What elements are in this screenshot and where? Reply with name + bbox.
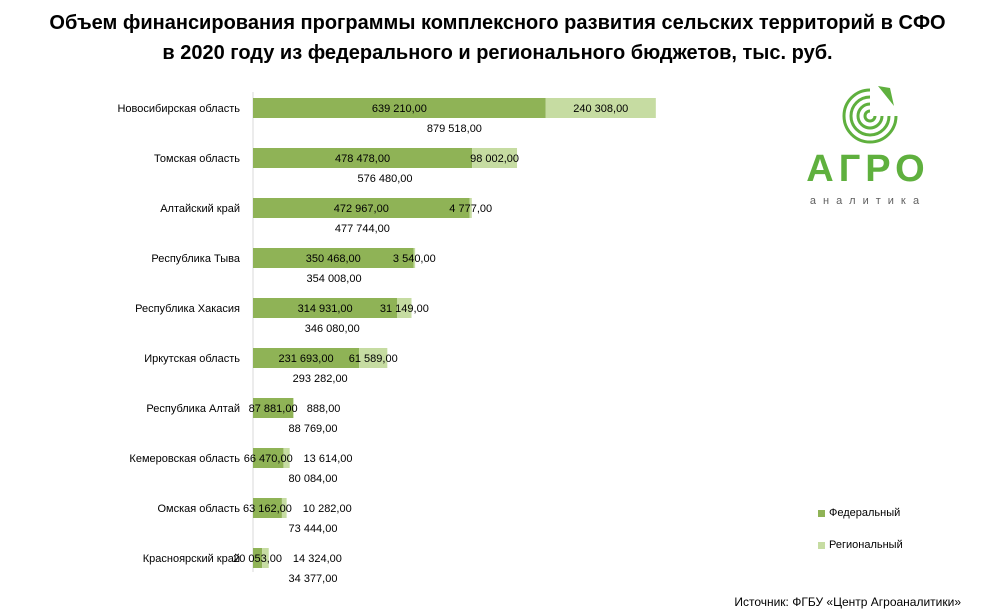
bar-segment-federal [253, 298, 398, 318]
data-label-total: 477 744,00 [335, 223, 390, 235]
data-label-federal: 231 693,00 [279, 353, 334, 365]
data-label-regional: 31 149,00 [380, 303, 429, 315]
data-label-regional: 888,00 [307, 403, 341, 415]
bar-segment-federal [253, 198, 470, 218]
data-label-federal: 63 162,00 [243, 503, 292, 515]
bar-segment-federal [253, 148, 473, 168]
category-label: Кемеровская область [129, 453, 240, 465]
bar-segment-regional [397, 298, 412, 318]
legend-swatch-regional [818, 541, 825, 549]
category-label: Алтайский край [160, 203, 240, 215]
data-label-regional: 10 282,00 [303, 503, 352, 515]
bar-segment-regional [545, 98, 656, 118]
bar-segment-regional [262, 548, 269, 568]
data-label-total: 346 080,00 [305, 323, 360, 335]
logo-name: АГРО [806, 148, 930, 190]
data-label-regional: 4 777,00 [449, 203, 492, 215]
bar-segment-regional [413, 248, 416, 268]
data-label-total: 88 769,00 [289, 423, 338, 435]
agro-analytics-logo: АГРО аналитика [798, 82, 938, 212]
data-label-federal: 20 053,00 [233, 553, 282, 565]
bar-segment-federal [253, 98, 546, 118]
bar-segment-regional [281, 498, 287, 518]
bar-segment-federal [253, 398, 294, 418]
data-label-federal: 472 967,00 [334, 203, 389, 215]
legend: Федеральный Региональный [818, 502, 903, 566]
data-label-total: 879 518,00 [427, 123, 482, 135]
chart-title-line-2: в 2020 году из федерального и региональн… [162, 42, 833, 64]
logo-circle-icon [842, 84, 902, 144]
data-label-regional: 240 308,00 [573, 103, 628, 115]
data-label-total: 354 008,00 [307, 273, 362, 285]
data-label-total: 34 377,00 [289, 573, 338, 585]
data-label-regional: 98 002,00 [470, 153, 519, 165]
bar-segment-regional [359, 348, 388, 368]
data-label-total: 80 084,00 [289, 473, 338, 485]
legend-item-federal: Федеральный [818, 502, 903, 524]
data-label-federal: 87 881,00 [249, 403, 298, 415]
legend-label-federal: Федеральный [829, 507, 901, 519]
data-label-federal: 66 470,00 [244, 453, 293, 465]
category-label: Новосибирская область [117, 103, 240, 115]
bar-segment-regional [469, 198, 472, 218]
bar-segment-federal [253, 348, 360, 368]
data-label-regional: 13 614,00 [304, 453, 353, 465]
source-note: Источник: ФГБУ «Центр Агроаналитики» [734, 595, 961, 609]
data-label-federal: 350 468,00 [306, 253, 361, 265]
data-label-federal: 314 931,00 [298, 303, 353, 315]
legend-item-regional: Региональный [818, 534, 903, 556]
bar-segment-federal [253, 498, 282, 518]
data-label-federal: 478 478,00 [335, 153, 390, 165]
category-label: Республика Тыва [151, 253, 241, 265]
bar-segment-regional [293, 398, 294, 418]
bar-segment-federal [253, 548, 263, 568]
bar-segment-federal [253, 448, 284, 468]
data-label-regional: 14 324,00 [293, 553, 342, 565]
category-label: Омская область [157, 503, 240, 515]
data-label-total: 73 444,00 [289, 523, 338, 535]
data-label-regional: 61 589,00 [349, 353, 398, 365]
bar-segment-regional [472, 148, 518, 168]
logo-subtitle: аналитика [809, 195, 927, 207]
legend-label-regional: Региональный [829, 539, 903, 551]
chart-title-line-1: Объем финансирования программы комплексн… [49, 12, 946, 34]
legend-swatch-federal [818, 509, 825, 517]
data-label-total: 293 282,00 [293, 373, 348, 385]
bar-segment-regional [283, 448, 290, 468]
category-label: Томская область [154, 153, 240, 165]
bar-segment-federal [253, 248, 414, 268]
category-label: Республика Алтай [146, 403, 240, 415]
chart-title: Объем финансирования программы комплексн… [0, 8, 995, 68]
category-label: Иркутская область [144, 353, 240, 365]
data-label-federal: 639 210,00 [372, 103, 427, 115]
category-label: Республика Хакасия [135, 303, 240, 315]
category-label: Красноярский край [143, 553, 240, 565]
data-label-total: 576 480,00 [357, 173, 412, 185]
data-label-regional: 3 540,00 [393, 253, 436, 265]
